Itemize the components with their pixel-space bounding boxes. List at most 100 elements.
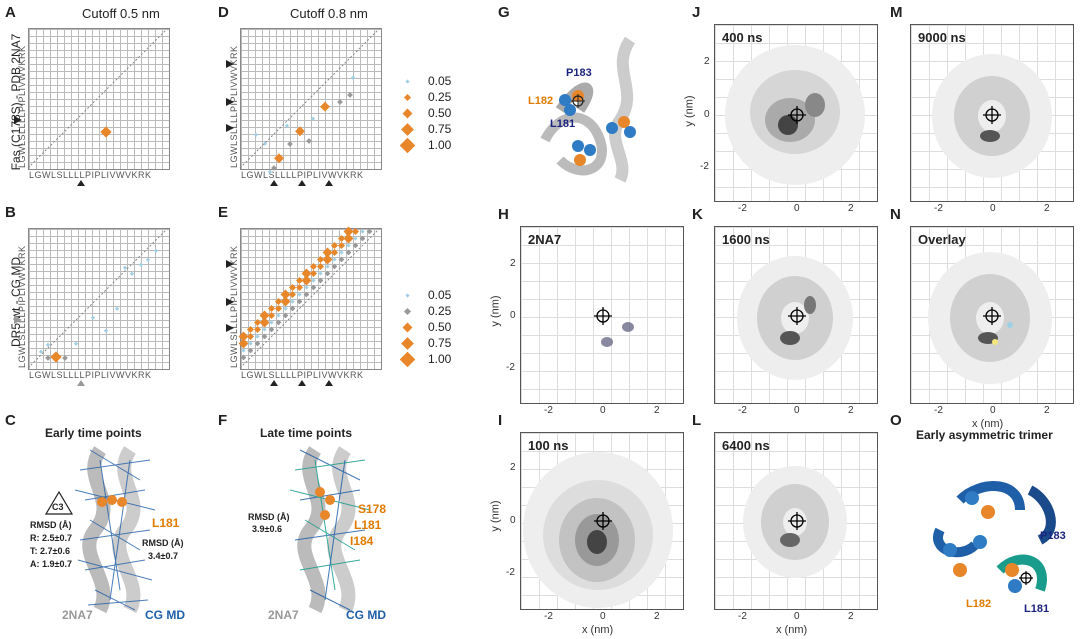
contact-diamond bbox=[240, 354, 247, 361]
panel-f-rmsd-val: 3.9±0.6 bbox=[252, 524, 282, 534]
panel-f-structure bbox=[289, 446, 371, 614]
panel-f-left: 2NA7 bbox=[268, 608, 299, 622]
ylabel-i: y (nm) bbox=[489, 500, 502, 532]
panel-label-n: N bbox=[890, 206, 901, 223]
xlabel-l: x (nm) bbox=[776, 624, 808, 636]
panel-label-f: F bbox=[218, 412, 228, 429]
density-h bbox=[520, 226, 684, 404]
panel-c-rmsd-r: R: 2.5±0.7 bbox=[30, 533, 72, 543]
contact-diamond bbox=[360, 229, 365, 234]
panel-label-l: L bbox=[692, 412, 702, 429]
contact-diamond bbox=[343, 226, 354, 237]
contact-diamond bbox=[353, 236, 358, 241]
legend-item: 1.00 bbox=[398, 351, 452, 368]
xtick-i-m: 0 bbox=[600, 611, 606, 622]
legend-value: 0.05 bbox=[428, 288, 452, 302]
xtick-j-r: 2 bbox=[848, 203, 854, 214]
c3-label: C3 bbox=[52, 502, 64, 512]
seq-x-d: LGWLSLLLLPIPLIVWVKRK bbox=[241, 170, 364, 180]
legend-item: 0.75 bbox=[398, 122, 451, 137]
density-l bbox=[714, 432, 878, 610]
panel-label-k: K bbox=[692, 206, 703, 223]
contact-diamonds-e bbox=[238, 226, 373, 361]
contact-diamond bbox=[343, 233, 354, 244]
contact-diamond bbox=[275, 319, 282, 326]
panel-label-o: O bbox=[890, 412, 902, 429]
xtick-j-l: -2 bbox=[738, 203, 747, 214]
contact-diamond bbox=[301, 275, 312, 286]
legend-value: 0.25 bbox=[428, 90, 452, 104]
panel-o-l181: L181 bbox=[1024, 603, 1050, 615]
panel-label-c: C bbox=[5, 412, 16, 429]
contact-diamond bbox=[253, 325, 262, 334]
contact-diamond bbox=[290, 299, 295, 304]
legend-item: 0.25 bbox=[398, 90, 451, 105]
contact-diamond bbox=[303, 291, 310, 298]
ytick-h-top: 2 bbox=[510, 258, 516, 269]
panel-f-rmsd-label: RMSD (Å) bbox=[248, 512, 290, 522]
panel-f-s178: S178 bbox=[358, 502, 387, 516]
contact-diamond bbox=[289, 305, 296, 312]
diagonals bbox=[27, 27, 381, 369]
seq-x-b: LGWLSLLLLPIPLIVWVKRK bbox=[29, 370, 152, 380]
panel-c-title: Early time points bbox=[45, 426, 142, 440]
panel-c-rmsd2-label: RMSD (Å) bbox=[142, 538, 184, 548]
contact-diamond bbox=[318, 271, 323, 276]
contact-diamond bbox=[247, 347, 254, 354]
xtick-h-l: -2 bbox=[544, 405, 553, 416]
legend-value: 0.50 bbox=[428, 320, 452, 334]
contact-diamond bbox=[332, 257, 337, 262]
panel-f-l181: L181 bbox=[354, 518, 382, 532]
ytick-h-mid: 0 bbox=[510, 310, 516, 321]
contact-diamond bbox=[238, 331, 249, 342]
contact-diamond bbox=[267, 311, 276, 320]
contact-diamond bbox=[259, 317, 270, 328]
xtick-h-m: 0 bbox=[600, 405, 606, 416]
title-cutoff-08: Cutoff 0.8 nm bbox=[290, 6, 368, 21]
contact-diamond bbox=[359, 235, 366, 242]
legend-item: 0.50 bbox=[398, 320, 451, 335]
legend-item: 0.05 bbox=[398, 74, 451, 89]
title-cutoff-05: Cutoff 0.5 nm bbox=[82, 6, 160, 21]
panel-f-i184: I184 bbox=[350, 534, 374, 548]
contact-diamond bbox=[241, 348, 246, 353]
ytick-i-bot: -2 bbox=[506, 567, 515, 578]
density-label-j: 400 ns bbox=[722, 30, 763, 45]
legend-item: 1.00 bbox=[398, 137, 451, 154]
contact-diamond bbox=[297, 292, 302, 297]
panel-c-rmsd-label: RMSD (Å) bbox=[30, 520, 72, 530]
contact-map-e bbox=[240, 228, 382, 370]
panel-g-structure bbox=[540, 36, 636, 183]
panel-o-p183: P183 bbox=[1040, 530, 1066, 542]
contact-diamond bbox=[337, 241, 346, 250]
contact-diamond bbox=[304, 285, 309, 290]
xtick-n-l: -2 bbox=[934, 405, 943, 416]
xtick-i-r: 2 bbox=[654, 611, 660, 622]
legend-value: 1.00 bbox=[428, 352, 452, 367]
xtick-k-l: -2 bbox=[738, 405, 747, 416]
contact-diamond bbox=[295, 276, 304, 285]
contact-diamond bbox=[262, 327, 267, 332]
xtick-i-l: -2 bbox=[544, 611, 553, 622]
panel-c-right: CG MD bbox=[145, 608, 185, 622]
contact-diamond bbox=[338, 256, 345, 263]
panel-f-title: Late time points bbox=[260, 426, 353, 440]
xtick-n-r: 2 bbox=[1044, 405, 1050, 416]
legend-item: 0.05 bbox=[398, 288, 451, 303]
legend-value: 0.75 bbox=[428, 336, 452, 350]
panel-g-l182: L182 bbox=[528, 95, 554, 107]
contact-diamond bbox=[274, 304, 283, 313]
density-label-m: 9000 ns bbox=[918, 30, 966, 45]
panel-c-rmsd-a: A: 1.9±0.7 bbox=[30, 559, 72, 569]
xtick-l-l: -2 bbox=[738, 611, 747, 622]
legend-item: 0.50 bbox=[398, 106, 451, 121]
contact-diamond bbox=[261, 333, 268, 340]
legend-item: 0.75 bbox=[398, 336, 451, 351]
xtick-k-r: 2 bbox=[848, 405, 854, 416]
contact-map-b bbox=[28, 228, 170, 370]
contact-diamond bbox=[317, 277, 324, 284]
contact-diamond bbox=[345, 249, 352, 256]
panel-label-h: H bbox=[498, 206, 509, 223]
contact-diamond bbox=[351, 227, 360, 236]
